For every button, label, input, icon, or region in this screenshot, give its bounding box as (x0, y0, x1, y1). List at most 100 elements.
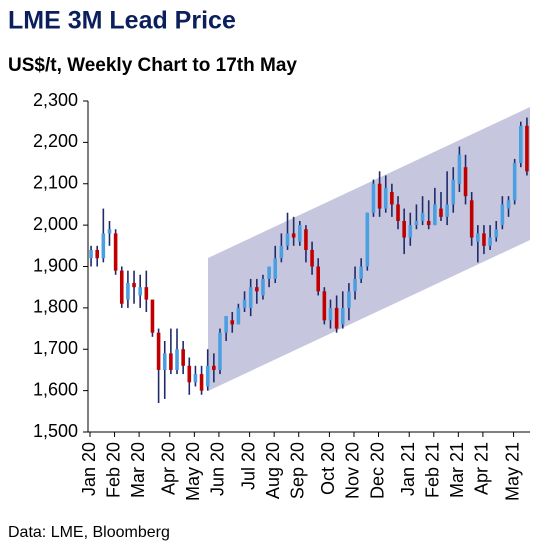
x-tick-label: Jan 21 (398, 442, 418, 496)
candle-body (199, 374, 204, 391)
x-tick-label: May 20 (183, 442, 203, 501)
candle-body (218, 332, 222, 370)
candle-body (390, 192, 394, 205)
chart-title: LME 3M Lead Price (8, 7, 236, 35)
x-tick-label: Oct 20 (318, 442, 338, 495)
candle-body (267, 266, 271, 279)
candle-body (193, 374, 198, 383)
candle-body (402, 220, 406, 238)
candle-body (181, 349, 185, 366)
candle-body (377, 183, 382, 209)
x-tick-label: Dec 20 (367, 442, 387, 499)
x-tick-label: Sep 20 (287, 442, 307, 499)
candle-body (297, 225, 302, 242)
candle-body (248, 287, 253, 308)
y-tick-label: 1,500 (33, 421, 78, 441)
candle-body (371, 183, 376, 213)
candle-body (107, 229, 112, 234)
candle-body (512, 163, 517, 201)
candle-body (304, 229, 308, 250)
x-tick-label: Feb 21 (423, 442, 443, 498)
candle-body (150, 299, 155, 333)
x-tick-label: Jul 20 (238, 442, 258, 490)
candle-body (488, 237, 492, 246)
candle-body (162, 353, 167, 370)
x-tick-label: Jan 20 (79, 442, 99, 496)
candle-body (457, 154, 462, 184)
candle-body (451, 179, 456, 205)
candle-body (126, 283, 130, 300)
candle-body (279, 245, 284, 259)
candle-body (365, 212, 370, 267)
candle-body (439, 208, 443, 217)
candle-body (285, 233, 290, 246)
candle-body (101, 233, 106, 259)
candle-body (500, 204, 505, 226)
candle-body (353, 278, 357, 292)
candle-body (175, 349, 179, 370)
candle-body (426, 220, 431, 226)
candle-body (494, 229, 499, 238)
candle-body (525, 125, 529, 172)
candle-body (420, 212, 425, 221)
x-tick-label: Apr 21 (472, 442, 492, 495)
candle-body (242, 299, 247, 308)
candle-body (138, 287, 142, 296)
candle-body (359, 266, 363, 279)
x-tick-label: Jun 20 (208, 442, 228, 496)
x-tick-label: Aug 20 (263, 442, 283, 499)
candle-body (310, 249, 314, 267)
candle-body (445, 204, 449, 217)
candle-body (273, 258, 278, 279)
candle-body (156, 332, 161, 370)
x-tick-label: Nov 20 (343, 442, 363, 499)
candle-body (334, 307, 339, 329)
candle-body (322, 291, 327, 321)
candle-body (396, 204, 400, 221)
candle-body (469, 200, 474, 238)
candle-body (408, 225, 413, 238)
source-note: Data: LME, Bloomberg (8, 524, 170, 541)
candle-body (224, 316, 228, 333)
x-tick-label: May 21 (502, 442, 522, 501)
candle-body (291, 233, 296, 238)
candle-body (113, 233, 118, 271)
candle-body (340, 307, 345, 325)
candle-body (230, 320, 235, 325)
y-tick-label: 1,600 (33, 379, 78, 399)
candle-body (205, 365, 210, 387)
candle-body (328, 307, 333, 321)
y-tick-label: 1,700 (33, 338, 78, 358)
y-tick-label: 1,800 (33, 297, 78, 317)
candle-body (463, 167, 468, 197)
x-tick-label: Feb 20 (103, 442, 123, 498)
candle-body (518, 125, 523, 164)
candle-body (169, 353, 173, 370)
y-tick-label: 2,200 (33, 131, 78, 151)
candle-body (255, 287, 259, 292)
x-tick-label: Mar 20 (128, 442, 148, 498)
candle-body (144, 287, 149, 300)
candle-body (414, 220, 419, 226)
y-tick-label: 2,000 (33, 214, 78, 234)
x-tick-label: Apr 20 (159, 442, 179, 495)
chart-subtitle: US$/t, Weekly Chart to 17th May (8, 55, 297, 76)
candle-body (187, 365, 192, 383)
candle-body (476, 233, 480, 242)
y-tick-label: 1,900 (33, 255, 78, 275)
candle-body (482, 233, 486, 246)
candle-body (433, 204, 437, 226)
candle-body (212, 365, 216, 370)
candle-body (236, 307, 241, 325)
candle-body (316, 266, 321, 292)
candle-body (261, 278, 265, 296)
candle-body (383, 187, 388, 209)
candle-body (347, 291, 351, 308)
candle-body (89, 249, 93, 259)
x-tick-label: Mar 21 (447, 442, 467, 498)
candle-body (95, 249, 100, 259)
candle-body (132, 283, 136, 288)
candle-body (506, 200, 511, 209)
candle-body (119, 270, 124, 304)
